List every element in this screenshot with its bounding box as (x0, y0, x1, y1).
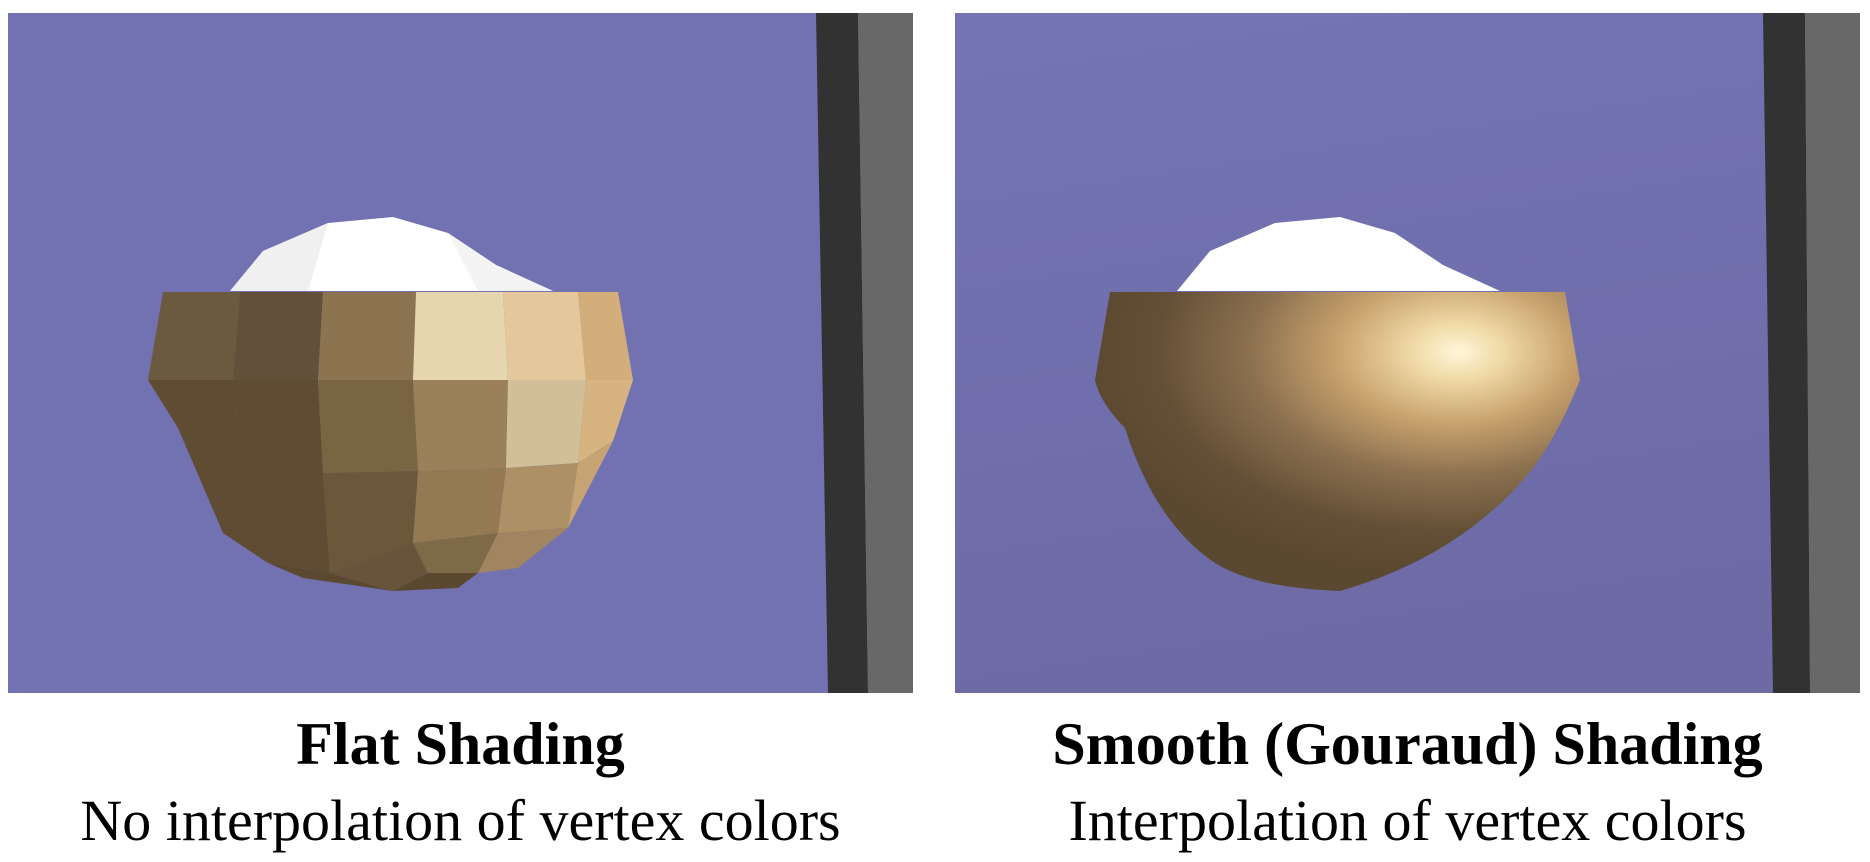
flat-sphere (148, 217, 633, 591)
smooth-shading-subtitle: Interpolation of vertex colors (1068, 788, 1747, 853)
pole-dark-side (816, 13, 868, 693)
smooth-shading-scene (955, 13, 1860, 693)
sphere-cap (1177, 217, 1500, 291)
pole-light-side (1805, 13, 1860, 693)
flat-shading-render (8, 13, 913, 693)
sphere-bowl (1095, 292, 1580, 591)
smooth-shading-render (955, 13, 1860, 693)
smooth-shading-title: Smooth (Gouraud) Shading (1052, 711, 1763, 777)
flat-shading-scene (8, 13, 913, 693)
smooth-sphere (1095, 217, 1580, 591)
pole-light-side (858, 13, 913, 693)
flat-shading-title: Flat Shading (296, 711, 625, 777)
pole-dark-side (1763, 13, 1810, 693)
flat-shading-subtitle: No interpolation of vertex colors (80, 788, 841, 853)
